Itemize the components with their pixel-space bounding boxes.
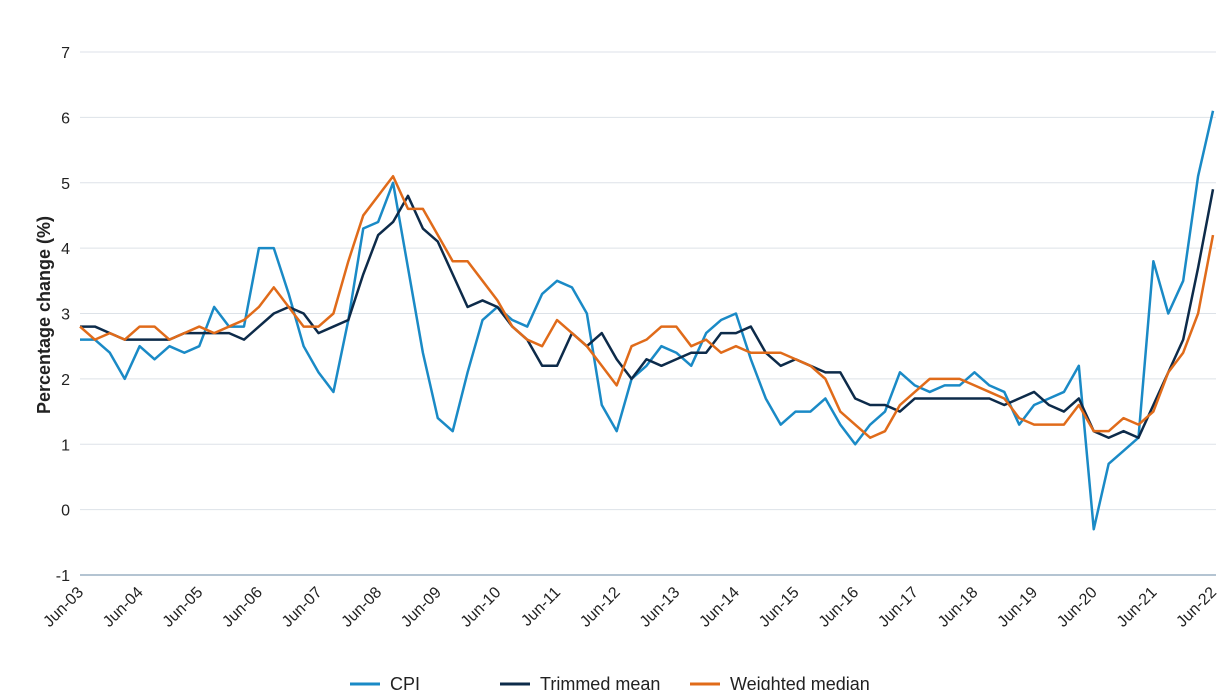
- y-tick-label: -1: [56, 568, 70, 585]
- x-tick-label: Jun-14: [696, 584, 743, 631]
- x-tick-label: Jun-03: [40, 584, 87, 631]
- x-tick-label: Jun-09: [398, 584, 445, 631]
- x-tick-label: Jun-13: [637, 584, 684, 631]
- series-line: [80, 110, 1215, 531]
- x-tick-label: Jun-17: [875, 584, 922, 631]
- x-tick-label: Jun-07: [279, 584, 326, 631]
- x-tick-label: Jun-16: [816, 584, 863, 631]
- x-tick-label: Jun-20: [1054, 584, 1101, 631]
- legend-label: Weighted median: [730, 674, 870, 690]
- series-line: [80, 189, 1215, 439]
- x-tick-label: Jun-12: [577, 584, 624, 631]
- x-tick-label: Jun-08: [339, 584, 386, 631]
- y-tick-label: 5: [61, 176, 70, 193]
- x-tick-label: Jun-10: [458, 584, 505, 631]
- legend-label: Trimmed mean: [540, 674, 660, 690]
- y-tick-label: 6: [61, 110, 70, 127]
- y-axis-label: Percentage change (%): [34, 216, 54, 414]
- series-line: [79, 174, 1215, 439]
- x-tick-label: Jun-04: [100, 584, 147, 631]
- x-tick-label: Jun-18: [935, 584, 982, 631]
- y-tick-label: 4: [61, 241, 70, 258]
- x-tick-label: Jun-05: [160, 584, 207, 631]
- y-tick-label: 3: [61, 307, 70, 324]
- y-tick-label: 2: [61, 372, 70, 389]
- x-tick-label: Jun-21: [1114, 584, 1161, 631]
- x-tick-label: Jun-11: [518, 584, 564, 630]
- y-tick-label: 0: [61, 503, 70, 520]
- x-tick-label: Jun-15: [756, 584, 803, 631]
- y-tick-label: 7: [61, 45, 70, 62]
- y-tick-label: 1: [61, 437, 70, 454]
- x-tick-label: Jun-19: [995, 584, 1042, 631]
- x-tick-label: Jun-22: [1173, 584, 1220, 631]
- x-tick-label: Jun-06: [219, 584, 266, 631]
- legend-label: CPI: [390, 674, 420, 690]
